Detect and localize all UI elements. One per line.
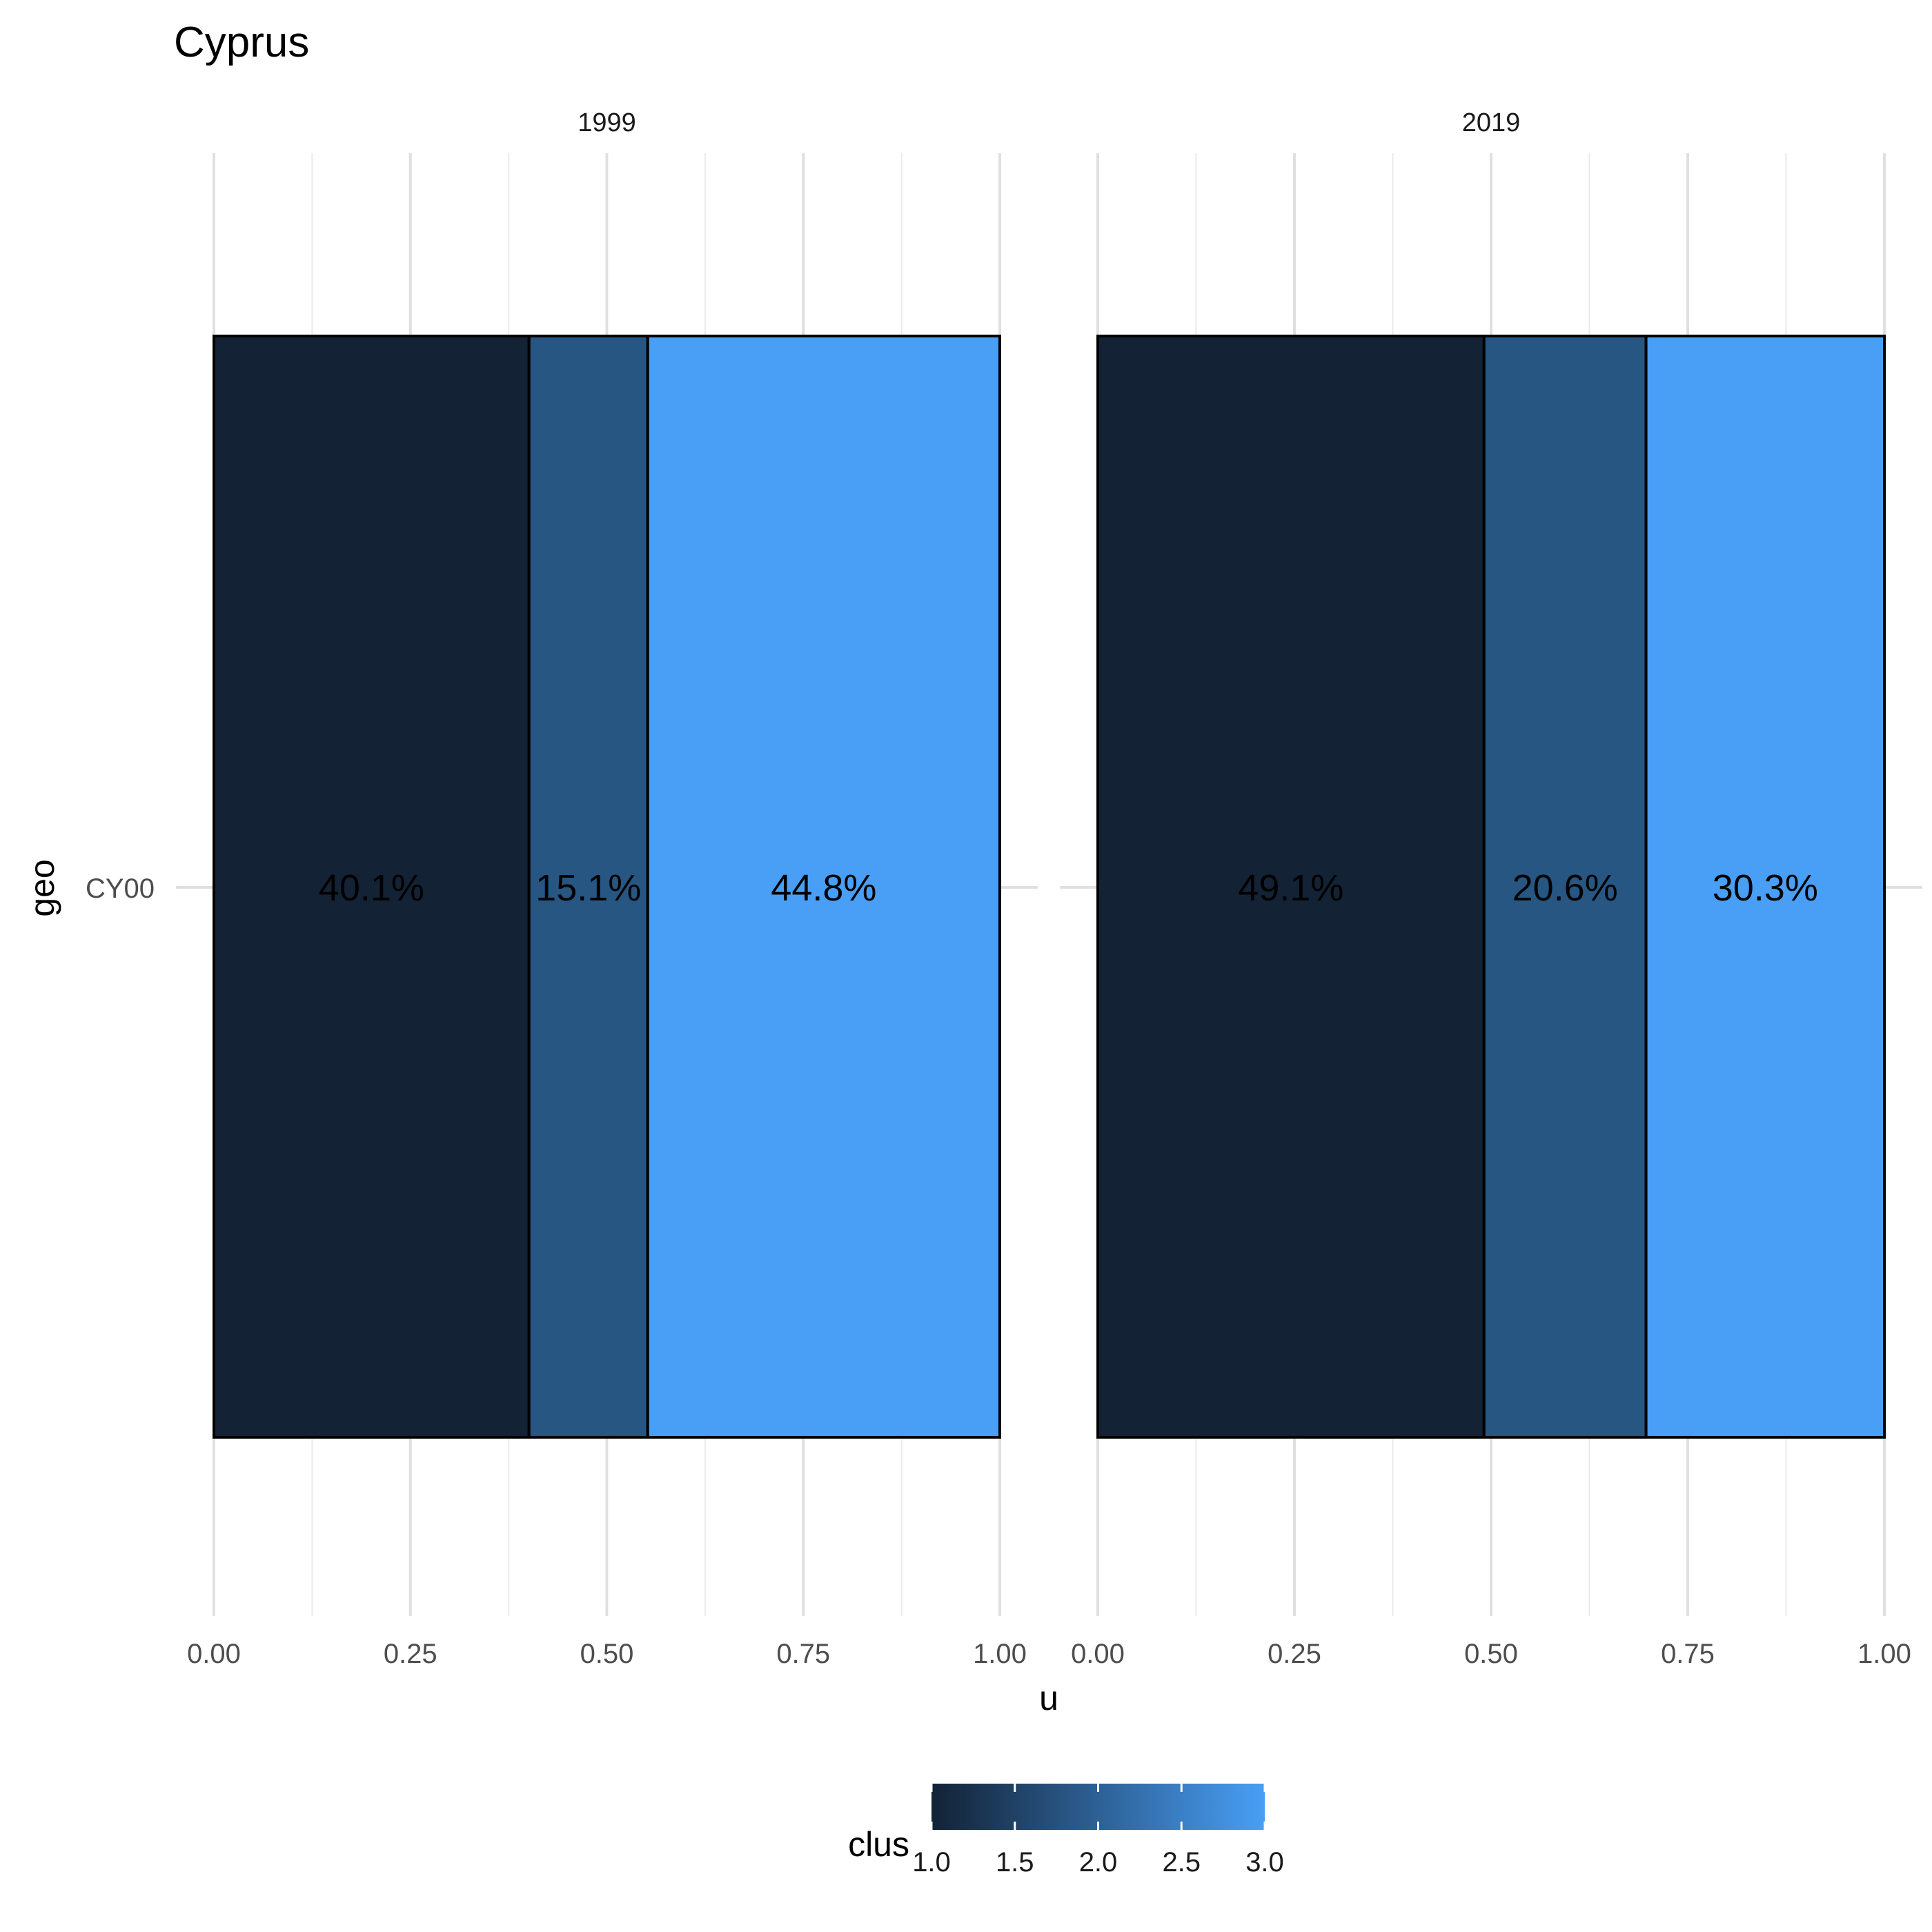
bar-segment — [213, 335, 531, 1439]
segment-label: 20.6% — [1512, 867, 1618, 909]
bar-segment — [1644, 335, 1886, 1439]
facet-panel: 1999 40.1% 15.1% 44.8% 0.00 0.25 0.50 0.75 1.00 — [176, 108, 1038, 1669]
x-tick-label: 0.75 — [1661, 1639, 1715, 1669]
bar-segment — [1096, 335, 1486, 1439]
x-tick-label: 0.25 — [384, 1639, 437, 1669]
legend-title: clus — [848, 1825, 909, 1864]
legend-tick-label: 3.0 — [1245, 1847, 1284, 1877]
segment-label: 15.1% — [535, 867, 641, 909]
x-tick-label: 0.25 — [1268, 1639, 1321, 1669]
bar-segment — [646, 335, 1002, 1439]
legend-tick-label: 1.0 — [912, 1847, 951, 1877]
x-tick-label: 1.00 — [1857, 1639, 1911, 1669]
x-tick-label: 0.50 — [1464, 1639, 1518, 1669]
segment-label: 30.3% — [1713, 867, 1818, 909]
x-tick-label: 0.00 — [1071, 1639, 1125, 1669]
segment-label: 40.1% — [319, 867, 424, 909]
y-axis-title: geo — [23, 859, 61, 916]
legend: clus 1.0 1.5 2.0 2.5 3.0 — [848, 1784, 1284, 1877]
legend-tick-label: 2.0 — [1079, 1847, 1118, 1877]
segment-label: 44.8% — [771, 867, 876, 909]
chart-title: Cyprus — [174, 19, 309, 66]
legend-tick-label: 1.5 — [996, 1847, 1034, 1877]
facet-strip-label: 1999 — [578, 108, 636, 137]
x-axis-title: u — [1039, 1679, 1058, 1717]
facet-strip-label: 2019 — [1462, 108, 1521, 137]
x-tick-label: 1.00 — [973, 1639, 1027, 1669]
facet-panel: 2019 49.1% 20.6% 30.3% 0.00 0.25 0.50 0.75 1.00 — [1060, 108, 1922, 1669]
bar-segment — [527, 335, 649, 1439]
segment-label: 49.1% — [1238, 867, 1343, 909]
legend-tick-label: 2.5 — [1162, 1847, 1201, 1877]
x-tick-label: 0.50 — [580, 1639, 634, 1669]
x-tick-label: 0.75 — [776, 1639, 830, 1669]
bar-segment — [1482, 335, 1648, 1439]
x-tick-label: 0.00 — [187, 1639, 241, 1669]
y-tick-label: CY00 — [86, 874, 155, 904]
